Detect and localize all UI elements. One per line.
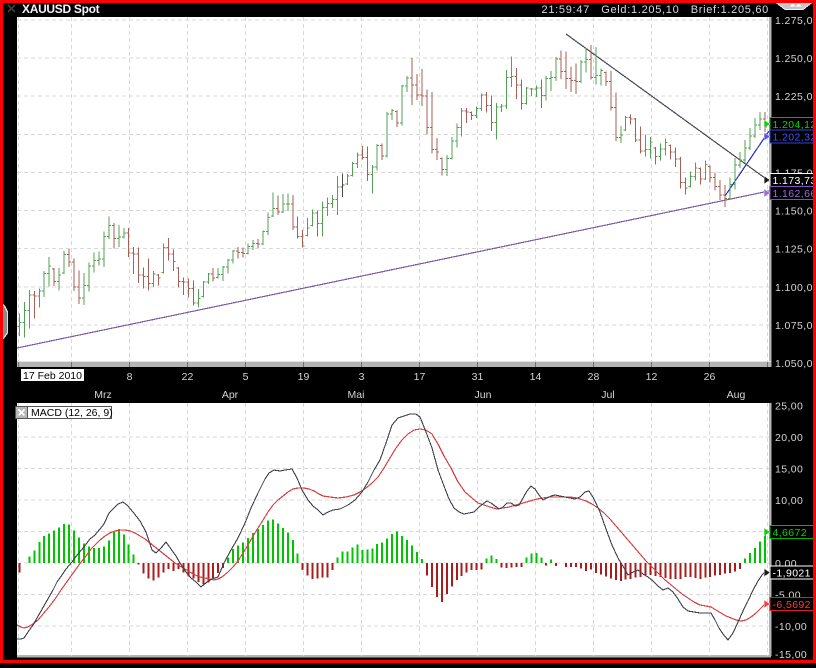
svg-text:17: 17 bbox=[414, 371, 426, 383]
svg-text:-15,00: -15,00 bbox=[775, 649, 807, 661]
svg-text:Mrz: Mrz bbox=[94, 389, 112, 401]
svg-text:1.250,00: 1.250,00 bbox=[775, 53, 816, 65]
svg-text:12: 12 bbox=[646, 371, 658, 383]
svg-text:28: 28 bbox=[588, 371, 600, 383]
svg-text:26: 26 bbox=[704, 371, 716, 383]
svg-text:XAUUSD Spot: XAUUSD Spot bbox=[22, 2, 100, 16]
svg-text:8: 8 bbox=[127, 371, 133, 383]
svg-text:1.125,00: 1.125,00 bbox=[775, 244, 816, 256]
svg-text:1.225,00: 1.225,00 bbox=[775, 91, 816, 103]
svg-text:21:59:47 Geld:1.205,10 Bri: 21:59:47 Geld:1.205,10 Brief:1.205,60 bbox=[542, 4, 769, 16]
svg-text:14: 14 bbox=[530, 371, 542, 383]
svg-text:22: 22 bbox=[182, 371, 194, 383]
svg-text:1.100,00: 1.100,00 bbox=[775, 282, 816, 294]
svg-text:5: 5 bbox=[243, 371, 249, 383]
svg-text:-1,9021: -1,9021 bbox=[773, 568, 811, 580]
svg-text:20,00: 20,00 bbox=[775, 432, 803, 444]
svg-text:-10,00: -10,00 bbox=[775, 621, 807, 633]
svg-text:19: 19 bbox=[298, 371, 310, 383]
svg-text:1.050,00: 1.050,00 bbox=[775, 358, 816, 370]
svg-text:1.204,12: 1.204,12 bbox=[773, 119, 816, 131]
svg-text:1.202,32: 1.202,32 bbox=[773, 132, 816, 144]
svg-text:1.173,73: 1.173,73 bbox=[773, 175, 816, 187]
svg-text:Mai: Mai bbox=[348, 389, 365, 401]
svg-text:-6,5692: -6,5692 bbox=[773, 599, 811, 611]
svg-text:1.150,00: 1.150,00 bbox=[775, 206, 816, 218]
svg-text:MACD (12, 26, 9): MACD (12, 26, 9) bbox=[31, 407, 113, 419]
svg-text:Jun: Jun bbox=[475, 389, 492, 401]
svg-text:17 Feb 2010: 17 Feb 2010 bbox=[23, 370, 82, 382]
svg-text:1.275,00: 1.275,00 bbox=[775, 15, 816, 27]
svg-text:1.075,00: 1.075,00 bbox=[775, 320, 816, 332]
svg-text:Jul: Jul bbox=[601, 389, 614, 401]
svg-text:31: 31 bbox=[472, 371, 484, 383]
svg-text:3: 3 bbox=[359, 371, 365, 383]
svg-text:10,00: 10,00 bbox=[775, 495, 803, 507]
svg-text:1.162,66: 1.162,66 bbox=[773, 188, 816, 200]
svg-text:Aug: Aug bbox=[727, 389, 746, 401]
svg-text:15,00: 15,00 bbox=[775, 464, 803, 476]
svg-text:Apr: Apr bbox=[222, 389, 239, 401]
svg-text:4,6672: 4,6672 bbox=[773, 527, 808, 539]
svg-text:25,00: 25,00 bbox=[775, 401, 803, 413]
